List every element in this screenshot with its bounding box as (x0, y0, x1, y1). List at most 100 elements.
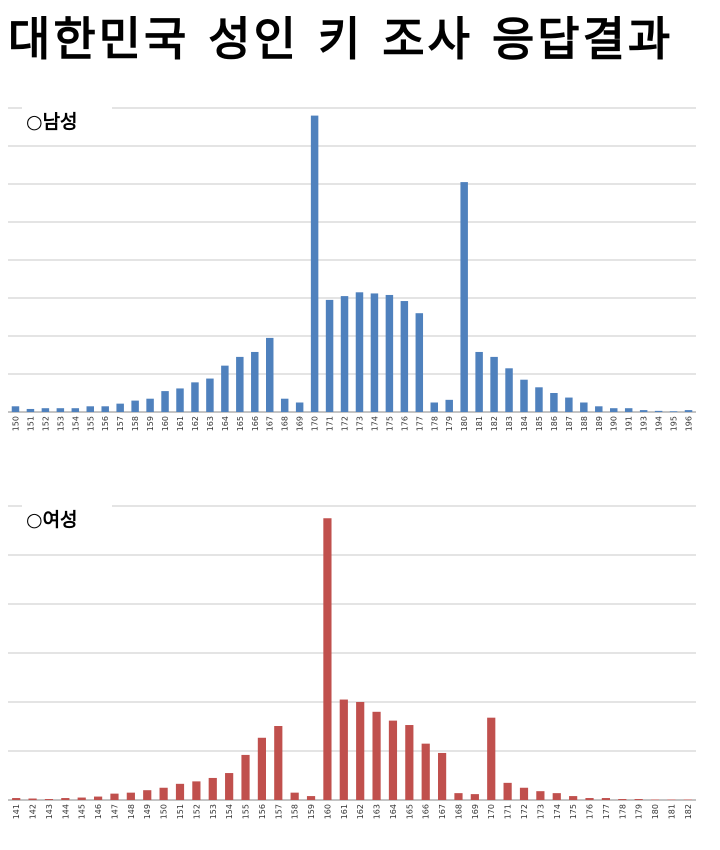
male-bar-178 (430, 402, 438, 412)
female-bar-155 (241, 754, 250, 800)
female-tick-label-163: 163 (373, 804, 382, 819)
female-height-chart: ○여성 141 142 143 144 145 146 147 148 149 150 151 152 1… (0, 490, 720, 845)
male-bar-151 (26, 408, 35, 412)
male-tick-label-165: 165 (236, 416, 245, 431)
male-tick-label-153: 153 (56, 416, 65, 431)
male-bar-196 (684, 410, 693, 412)
female-tick-label-154: 154 (225, 804, 234, 819)
female-tick-label-145: 145 (78, 804, 87, 819)
female-tick-label-169: 169 (471, 804, 480, 819)
male-tick-label-188: 188 (580, 416, 589, 431)
male-bar-153 (56, 408, 65, 412)
female-bar-151 (175, 783, 185, 800)
male-tick-label-175: 175 (385, 416, 394, 431)
female-bar-164 (388, 720, 398, 800)
male-tick-label-176: 176 (400, 416, 409, 431)
male-tick-label-185: 185 (535, 416, 544, 431)
male-bar-194 (654, 410, 663, 412)
male-bar-172 (340, 296, 349, 412)
female-tick-label-170: 170 (487, 804, 496, 819)
male-bar-154 (71, 408, 80, 412)
male-tick-label-150: 150 (11, 416, 20, 431)
male-tick-label-166: 166 (251, 416, 260, 431)
female-bar-147 (110, 793, 119, 800)
male-bar-189 (595, 406, 603, 412)
female-bar-148 (126, 792, 135, 800)
male-bar-173 (355, 292, 364, 412)
female-tick-label-173: 173 (536, 804, 545, 819)
female-bar-165 (405, 725, 414, 800)
female-bar-173 (536, 791, 545, 800)
male-bar-183 (505, 368, 513, 412)
male-tick-label-193: 193 (640, 416, 649, 431)
male-bar-166 (251, 351, 259, 412)
male-tick-label-181: 181 (475, 416, 484, 431)
female-bar-156 (257, 737, 266, 800)
male-tick-label-156: 156 (101, 416, 110, 431)
male-tick-label-183: 183 (505, 416, 514, 431)
female-bar-141 (12, 798, 21, 800)
female-tick-label-167: 167 (438, 804, 447, 819)
male-tick-label-189: 189 (595, 416, 604, 431)
male-bar-158 (131, 400, 139, 412)
male-tick-label-158: 158 (131, 416, 140, 431)
female-tick-label-172: 172 (520, 804, 529, 819)
female-tick-label-179: 179 (635, 804, 644, 819)
female-tick-label-149: 149 (143, 804, 152, 819)
female-bar-170 (487, 717, 496, 800)
male-panel-label: ○남성 (26, 111, 78, 133)
female-gridlines (8, 505, 696, 752)
male-tick-label-170: 170 (311, 416, 320, 431)
male-bar-177 (415, 313, 424, 412)
female-chart-svg: ○여성 141 142 143 144 145 146 147 148 149 150 151 152 1… (8, 504, 696, 819)
male-tick-label-191: 191 (625, 416, 634, 431)
male-tick-label-151: 151 (26, 416, 35, 431)
female-tick-label-157: 157 (274, 804, 283, 819)
male-tick-label-182: 182 (490, 416, 499, 431)
female-tick-label-174: 174 (553, 804, 562, 819)
female-bar-177 (601, 798, 610, 800)
male-tick-label-190: 190 (610, 416, 619, 431)
female-bar-179 (634, 799, 643, 800)
male-bar-159 (146, 398, 154, 412)
male-bar-187 (565, 397, 573, 412)
female-bar-146 (94, 796, 103, 800)
male-tick-label-172: 172 (341, 416, 350, 431)
female-bar-154 (225, 773, 234, 800)
male-tick-label-179: 179 (445, 416, 454, 431)
female-tick-label-165: 165 (405, 804, 414, 819)
male-tick-label-171: 171 (326, 416, 335, 431)
male-tick-label-167: 167 (266, 416, 275, 431)
male-bar-182 (490, 356, 498, 412)
female-bar-159 (306, 796, 316, 800)
female-tick-label-181: 181 (667, 804, 676, 819)
male-bar-163 (206, 378, 214, 412)
female-tick-label-164: 164 (389, 804, 398, 819)
female-tick-label-166: 166 (422, 804, 431, 819)
male-bar-185 (535, 387, 543, 412)
male-bar-162 (191, 382, 199, 412)
male-tick-label-160: 160 (161, 416, 170, 431)
male-bar-156 (101, 406, 109, 412)
male-bar-193 (639, 410, 648, 412)
male-gridlines (8, 107, 696, 375)
male-bar-161 (176, 388, 184, 412)
male-tick-label-168: 168 (281, 416, 290, 431)
female-bar-142 (28, 798, 37, 800)
female-bar-152 (192, 781, 201, 800)
female-bar-167 (438, 752, 447, 800)
female-tick-label-160: 160 (323, 804, 332, 819)
female-tick-label-182: 182 (684, 804, 693, 819)
male-tick-label-186: 186 (550, 416, 559, 431)
female-bar-158 (290, 792, 299, 800)
male-bar-179 (445, 399, 453, 412)
male-bar-175 (385, 294, 394, 412)
female-tick-label-153: 153 (209, 804, 218, 819)
female-bar-176 (585, 798, 594, 800)
female-bar-145 (77, 797, 86, 800)
male-bar-181 (475, 351, 483, 412)
female-bar-162 (356, 702, 365, 800)
male-bar-191 (624, 408, 633, 412)
female-tick-label-152: 152 (192, 804, 201, 819)
male-bar-152 (41, 408, 50, 412)
